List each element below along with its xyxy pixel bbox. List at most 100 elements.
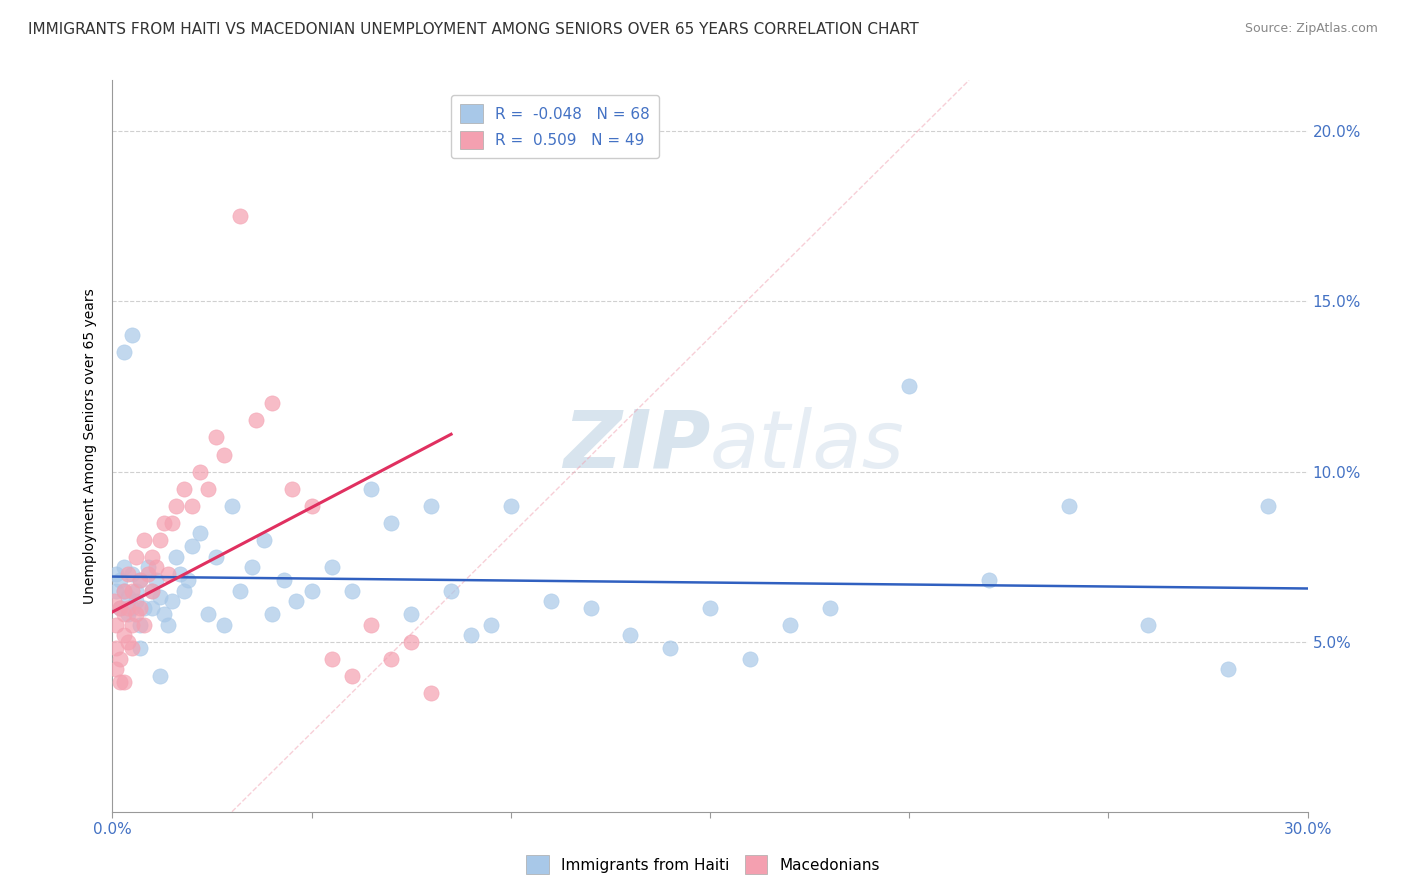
Point <box>141 583 163 598</box>
Point <box>153 516 176 530</box>
Point <box>173 583 195 598</box>
Point <box>114 675 135 690</box>
Point <box>540 594 562 608</box>
Point <box>245 413 267 427</box>
Point <box>440 583 463 598</box>
Point <box>479 617 502 632</box>
Point <box>260 607 283 622</box>
Point <box>117 566 139 581</box>
Point <box>117 591 139 605</box>
Point <box>197 482 219 496</box>
Point <box>125 594 148 608</box>
Point <box>129 574 152 588</box>
Point <box>121 566 143 581</box>
Point <box>110 675 132 690</box>
Point <box>114 559 135 574</box>
Point <box>281 482 304 496</box>
Point <box>129 574 152 588</box>
Point <box>699 600 721 615</box>
Point <box>340 668 363 682</box>
Point <box>321 559 343 574</box>
Point <box>121 617 143 632</box>
Point <box>114 345 135 359</box>
Point <box>121 583 143 598</box>
Point <box>138 559 160 574</box>
Point <box>114 607 135 622</box>
Point <box>110 651 132 665</box>
Point <box>145 574 167 588</box>
Point <box>188 465 211 479</box>
Point <box>105 641 128 656</box>
Point <box>619 628 641 642</box>
Point <box>121 328 143 343</box>
Point <box>117 634 139 648</box>
Text: Source: ZipAtlas.com: Source: ZipAtlas.com <box>1244 22 1378 36</box>
Point <box>460 628 482 642</box>
Point <box>779 617 801 632</box>
Point <box>105 566 128 581</box>
Point <box>579 600 602 615</box>
Point <box>162 516 183 530</box>
Point <box>129 617 152 632</box>
Point <box>125 583 148 598</box>
Point <box>360 617 382 632</box>
Point <box>181 540 204 554</box>
Point <box>177 574 200 588</box>
Point <box>205 430 228 444</box>
Point <box>240 559 263 574</box>
Point <box>153 607 176 622</box>
Point <box>149 533 172 547</box>
Point <box>284 594 307 608</box>
Point <box>420 499 443 513</box>
Point <box>110 574 132 588</box>
Point <box>165 499 187 513</box>
Point <box>659 641 682 656</box>
Y-axis label: Unemployment Among Seniors over 65 years: Unemployment Among Seniors over 65 years <box>83 288 97 604</box>
Point <box>321 651 343 665</box>
Legend: R =  -0.048   N = 68, R =  0.509   N = 49: R = -0.048 N = 68, R = 0.509 N = 49 <box>450 95 659 159</box>
Point <box>188 525 211 540</box>
Point <box>380 651 402 665</box>
Point <box>149 591 172 605</box>
Point <box>401 607 423 622</box>
Point <box>898 379 921 393</box>
Point <box>110 600 132 615</box>
Point <box>173 482 195 496</box>
Point <box>105 583 128 598</box>
Point <box>149 668 172 682</box>
Point <box>401 634 423 648</box>
Point <box>197 607 219 622</box>
Point <box>125 549 148 564</box>
Point <box>114 583 135 598</box>
Point <box>105 617 128 632</box>
Point <box>212 448 235 462</box>
Point <box>165 549 187 564</box>
Point <box>499 499 522 513</box>
Point <box>169 566 191 581</box>
Point <box>157 566 180 581</box>
Point <box>181 499 204 513</box>
Text: IMMIGRANTS FROM HAITI VS MACEDONIAN UNEMPLOYMENT AMONG SENIORS OVER 65 YEARS COR: IMMIGRANTS FROM HAITI VS MACEDONIAN UNEM… <box>28 22 920 37</box>
Point <box>301 583 323 598</box>
Point <box>420 686 443 700</box>
Point <box>141 583 163 598</box>
Point <box>105 662 128 676</box>
Point <box>134 600 156 615</box>
Point <box>301 499 323 513</box>
Legend: Immigrants from Haiti, Macedonians: Immigrants from Haiti, Macedonians <box>520 849 886 880</box>
Point <box>229 210 252 224</box>
Point <box>212 617 235 632</box>
Point <box>138 566 160 581</box>
Point <box>380 516 402 530</box>
Point <box>229 583 252 598</box>
Point <box>145 559 167 574</box>
Point <box>121 600 143 615</box>
Point <box>1216 662 1239 676</box>
Point <box>977 574 1000 588</box>
Point <box>1257 499 1279 513</box>
Point <box>162 594 183 608</box>
Point <box>117 600 139 615</box>
Point <box>125 607 148 622</box>
Point <box>110 600 132 615</box>
Point <box>1137 617 1160 632</box>
